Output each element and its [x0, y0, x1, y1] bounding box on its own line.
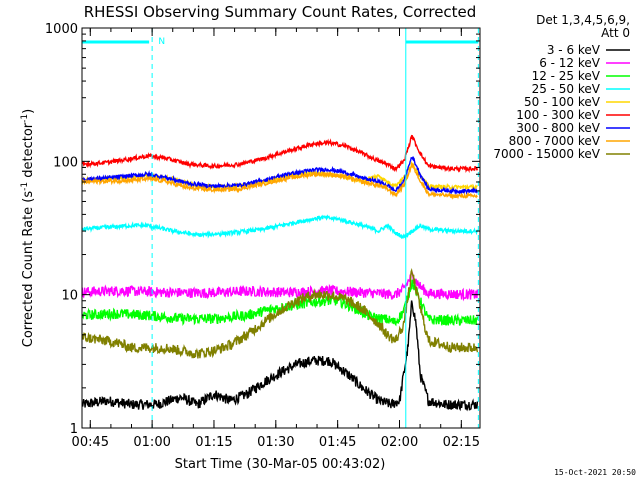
series-layer — [81, 134, 479, 412]
y-tick-label: 100 — [53, 155, 78, 170]
series-line-7000-15000-kev — [81, 267, 479, 359]
x-axis-label: Start Time (30-Mar-05 00:43:02) — [175, 457, 386, 472]
legend-label-3-6-kev: 3 - 6 keV — [547, 43, 601, 57]
legend-label-50-100-kev: 50 - 100 keV — [524, 95, 601, 109]
legend-label-25-50-kev: 25 - 50 keV — [532, 82, 601, 96]
x-tick-label: 02:00 — [381, 435, 418, 450]
series-line-3-6-kev — [81, 300, 479, 412]
x-tick-label: 01:15 — [195, 435, 232, 450]
y-tick-label: 1 — [70, 422, 78, 437]
legend-label-12-25-kev: 12 - 25 keV — [532, 69, 601, 83]
y-axis-label-sup2: -1 — [20, 114, 30, 123]
legend-label-6-12-kev: 6 - 12 keV — [539, 56, 601, 70]
series-line-25-50-kev — [81, 214, 479, 241]
series-line-300-800-kev — [81, 156, 478, 196]
marker-label: N — [158, 37, 165, 47]
legend-label-7000-15000-kev: 7000 - 15000 keV — [493, 147, 600, 161]
legend-header-line-1: Det 1,3,4,5,6,9, — [536, 13, 630, 27]
y-axis-label: Corrected Count Rate (s-1 detector-1) — [20, 109, 36, 347]
x-tick-label: 01:45 — [319, 435, 356, 450]
x-tick-label: 02:15 — [443, 435, 480, 450]
series-line-100-300-kev — [81, 134, 479, 174]
x-tick-label: 00:45 — [72, 435, 109, 450]
series-line-800-7000-kev — [81, 163, 478, 200]
legend-label-100-300-kev: 100 - 300 keV — [516, 108, 600, 122]
axis-ticks: 1 10 100 1000 00:45 01:00 01:15 01:30 01:45 02:00… — [45, 22, 480, 450]
y-axis-label-end: ) — [21, 109, 36, 114]
plot-frame — [81, 27, 481, 429]
y-tick-label: 10 — [61, 289, 78, 304]
y-axis-label-sup1: -1 — [20, 182, 30, 191]
generation-timestamp: 15-Oct-2021 20:50 — [554, 468, 636, 477]
y-axis-label-mid: detector — [21, 122, 36, 182]
y-axis-label-main: Corrected Count Rate (s — [21, 191, 36, 348]
y-tick-label: 1000 — [45, 22, 78, 37]
x-tick-label: 01:00 — [133, 435, 170, 450]
chart-title: RHESSI Observing Summary Count Rates, Co… — [84, 3, 477, 21]
legend-label-300-800-kev: 300 - 800 keV — [516, 121, 600, 135]
legend-label-800-7000-kev: 800 - 7000 keV — [509, 134, 601, 148]
legend-header-line-2: Att 0 — [601, 26, 630, 40]
attenuator-markers: N — [82, 28, 479, 428]
x-tick-label: 01:30 — [257, 435, 294, 450]
